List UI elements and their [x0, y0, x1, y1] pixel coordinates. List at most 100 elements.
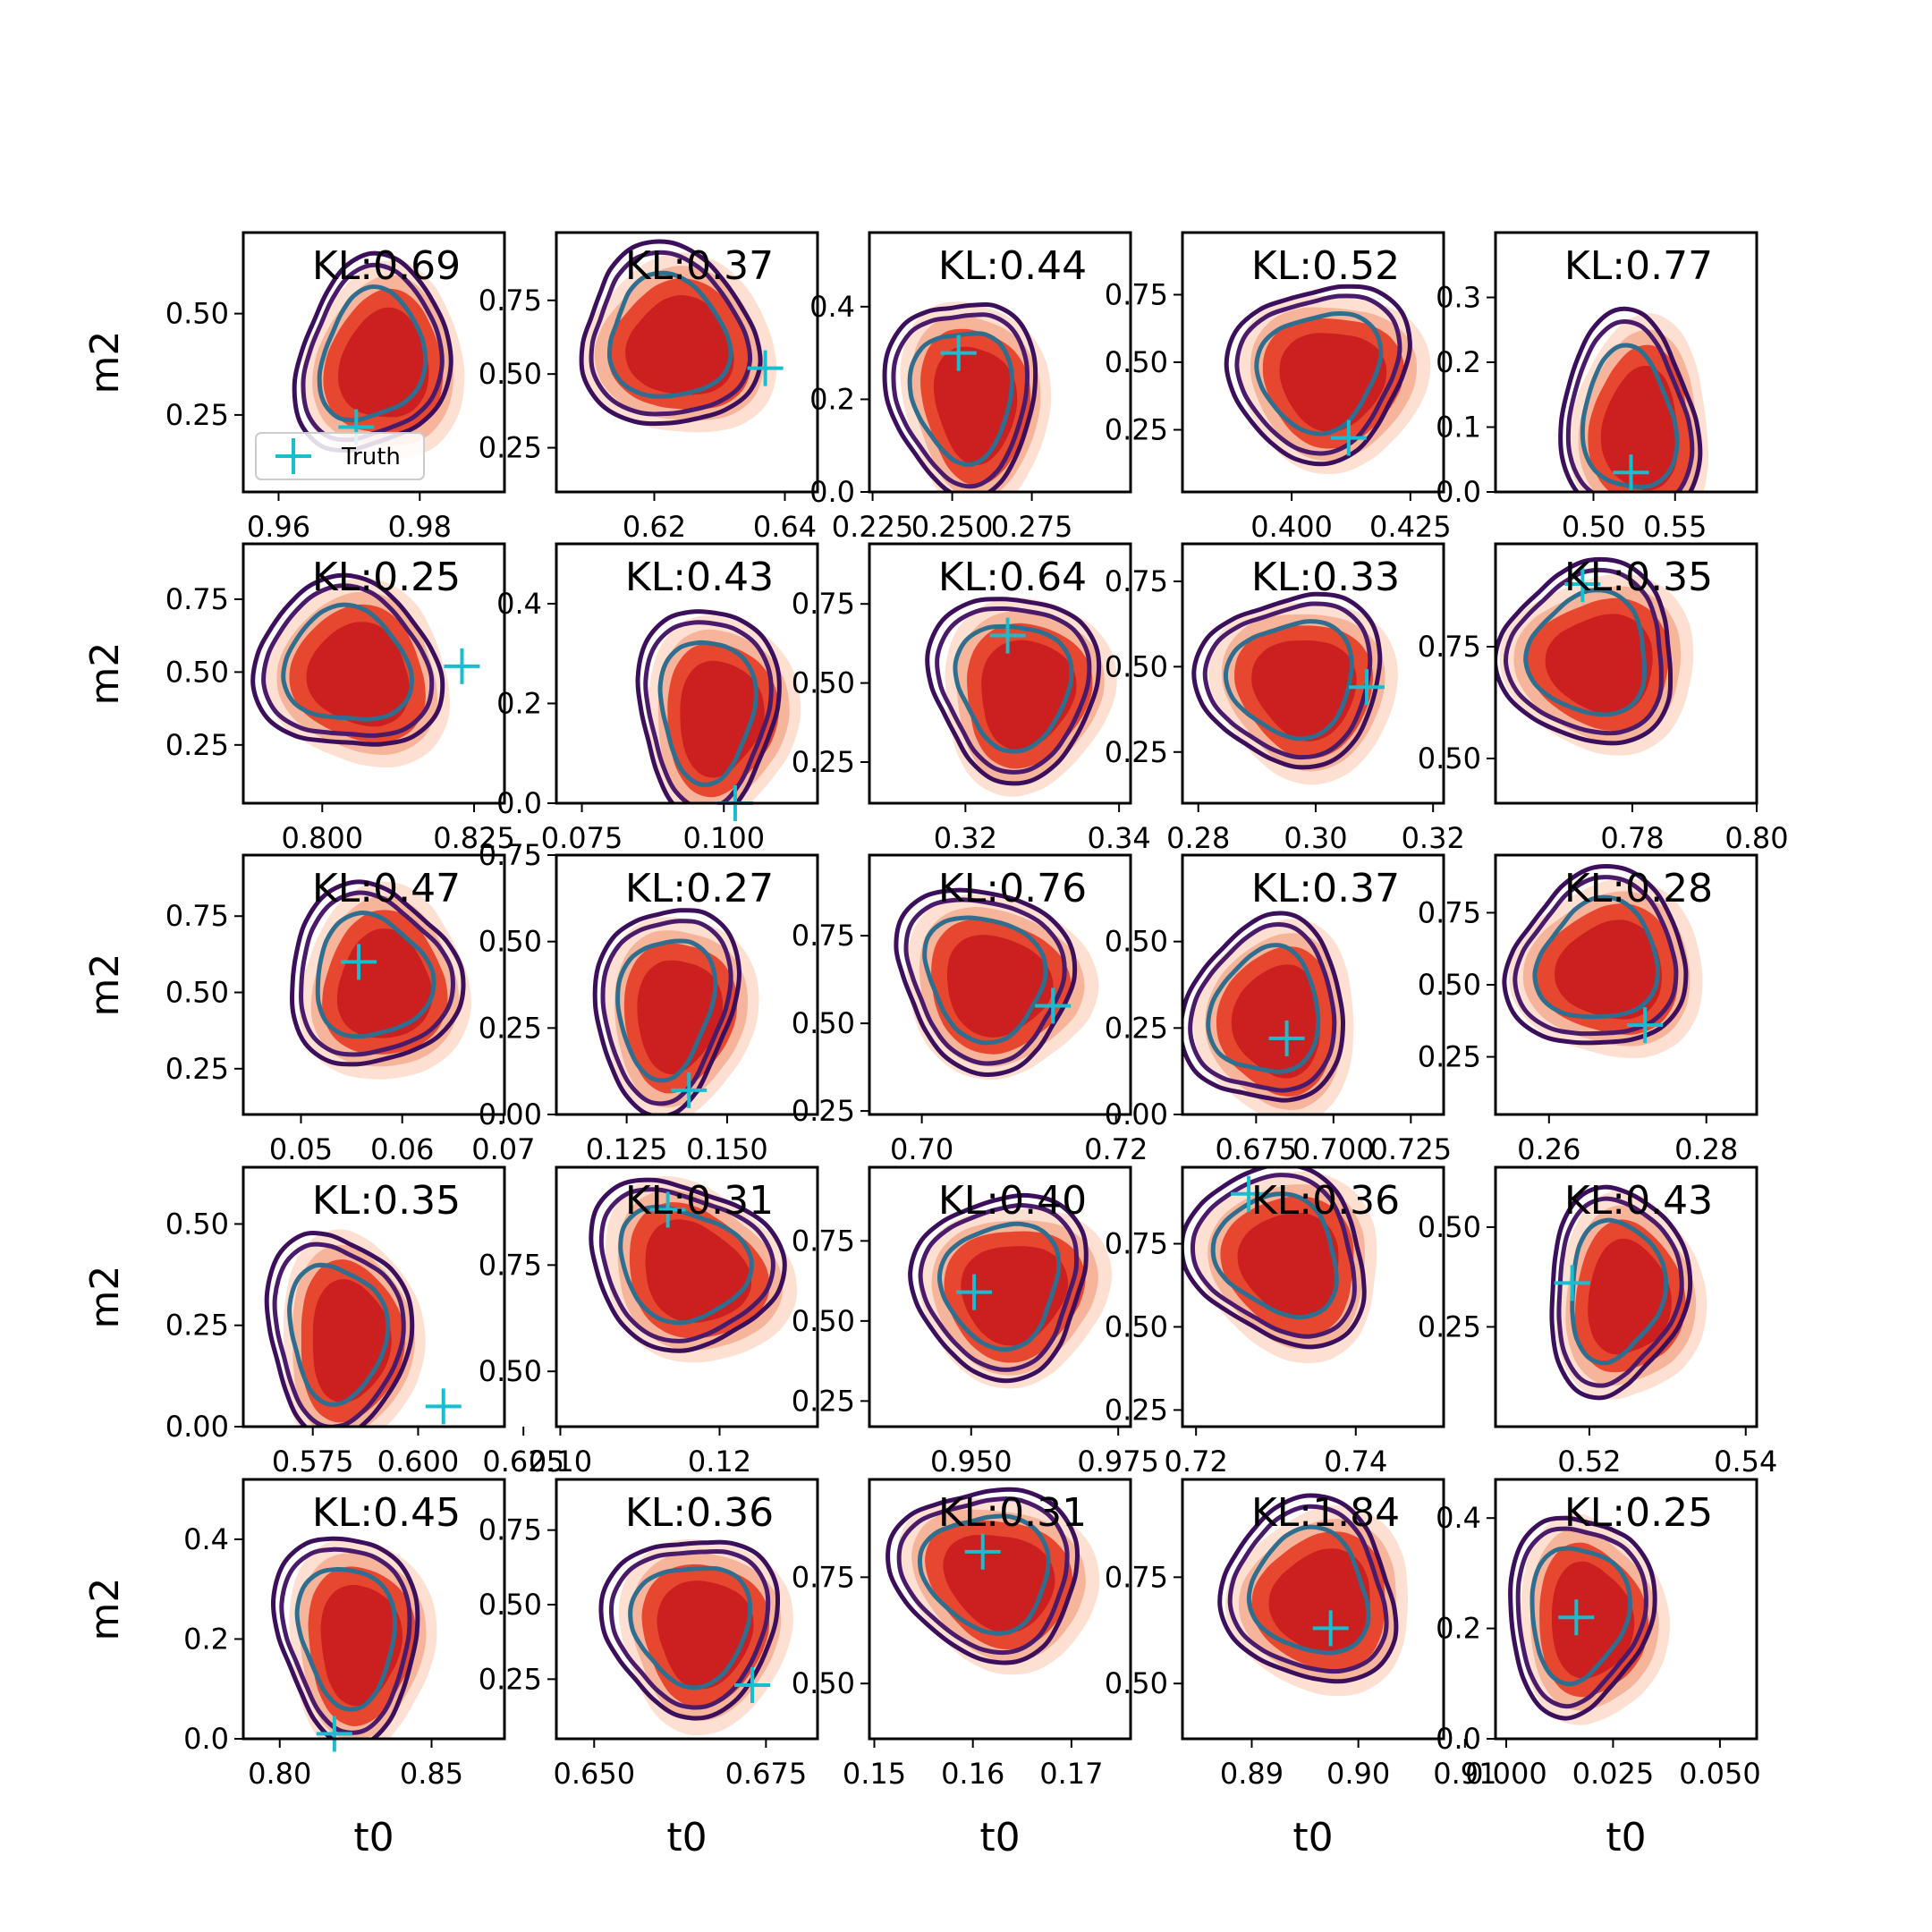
y-tick-label: 0.1 — [1436, 411, 1481, 445]
contour-outer — [1191, 591, 1383, 770]
x-tick-label: 0.15 — [843, 1757, 906, 1791]
x-tick-label: 0.950 — [930, 1445, 1013, 1479]
posterior-contours — [592, 908, 759, 1114]
contour-mid — [1234, 293, 1402, 456]
y-tick-label: 0.25 — [1418, 1040, 1481, 1074]
contour-mid — [261, 583, 435, 738]
truth-marker — [747, 350, 784, 386]
x-tick-label: 0.07 — [471, 1132, 535, 1166]
y-axis-label: m2 — [82, 1266, 128, 1329]
posterior-contours — [598, 1538, 793, 1736]
y-tick-label: 0.0 — [183, 1722, 229, 1756]
y-tick-label: 0.25 — [165, 398, 229, 432]
contour-mid — [608, 1548, 771, 1710]
density-fill-core — [933, 346, 1018, 466]
posterior-contours — [908, 1192, 1113, 1389]
y-tick-label: 0.2 — [1436, 1612, 1481, 1646]
axes-frame — [1181, 542, 1445, 805]
contour-outer — [250, 572, 445, 747]
contour-outer — [1217, 1493, 1399, 1684]
y-tick-label: 0.50 — [1105, 1666, 1168, 1700]
y-tick-label: 0.75 — [1105, 1227, 1168, 1261]
kl-title: KL:0.37 — [1251, 866, 1400, 911]
density-fill-core — [1600, 365, 1679, 491]
x-tick-label: 0.89 — [1220, 1757, 1284, 1791]
truth-marker — [444, 648, 480, 684]
y-axis-label: m2 — [82, 1578, 128, 1641]
panel-19: 0.72 0.74 0.25 0.50 0.75 KL:0.36 — [1105, 1165, 1445, 1479]
kl-title: KL:0.33 — [1251, 555, 1400, 600]
kl-title: KL:0.27 — [625, 866, 774, 911]
contour-mid — [1513, 875, 1679, 1037]
contour-inner — [922, 915, 1048, 1046]
x-tick-label: 0.675 — [725, 1757, 808, 1791]
panel-9: 0.28 0.30 0.32 0.25 0.50 0.75 KL:0.33 — [1105, 542, 1465, 855]
posterior-contours — [589, 1176, 798, 1363]
contour-mid — [600, 919, 733, 1106]
kl-title: KL:0.31 — [938, 1490, 1087, 1536]
panel-18: 0.950 0.975 0.25 0.50 0.75 KL:0.40 — [792, 1165, 1159, 1479]
x-tick-label: 0.62 — [623, 510, 686, 544]
y-tick-label: 0.75 — [1105, 564, 1168, 598]
y-tick-label: 0.75 — [1418, 630, 1481, 664]
contour-outer — [589, 1177, 787, 1353]
kl-title: KL:0.77 — [1564, 243, 1713, 289]
contour-inner — [1210, 1191, 1339, 1320]
density-fill-core — [645, 1219, 752, 1323]
posterior-contours — [894, 887, 1099, 1080]
contour-mid — [272, 1241, 406, 1427]
contour-inner — [287, 1262, 391, 1407]
axes-frame — [868, 1165, 1132, 1428]
y-tick-label: 0.25 — [792, 1094, 855, 1128]
x-tick-label: 0.100 — [682, 821, 765, 855]
contour-inner — [1254, 311, 1384, 436]
truth-marker — [1312, 1610, 1349, 1647]
truth-marker — [956, 1274, 993, 1310]
contour-inner — [1530, 1546, 1632, 1687]
contour-outer — [1502, 864, 1689, 1046]
x-tick-label: 0.125 — [586, 1132, 668, 1166]
x-tick-label: 0.74 — [1324, 1445, 1387, 1479]
y-tick-label: 0.50 — [792, 666, 855, 700]
y-tick-label: 0.4 — [496, 587, 542, 621]
axes-frame — [555, 1478, 819, 1741]
kl-title: KL:0.40 — [938, 1178, 1087, 1224]
y-tick-label: 0.75 — [1105, 1560, 1168, 1594]
y-tick-label: 0.00 — [1105, 1097, 1168, 1131]
posterior-contours — [1496, 556, 1694, 756]
y-tick-label: 0.25 — [1105, 413, 1168, 447]
x-tick-label: 0.975 — [1077, 1445, 1159, 1479]
y-tick-label: 0.75 — [792, 587, 855, 621]
truth-marker — [425, 1388, 462, 1425]
y-tick-label: 0.25 — [479, 1011, 542, 1045]
posterior-contours — [635, 609, 801, 803]
y-tick-label: 0.25 — [165, 728, 229, 762]
y-tick-label: 0.50 — [165, 297, 229, 331]
contour-outer — [1549, 1184, 1693, 1401]
kl-title: KL:0.35 — [1564, 555, 1713, 600]
contour-mid — [279, 1546, 412, 1735]
y-tick-label: 0.50 — [1105, 1309, 1168, 1343]
x-tick-label: 0.06 — [370, 1132, 434, 1166]
y-tick-label: 0.0 — [1436, 1722, 1481, 1756]
contour-outer — [635, 609, 782, 803]
y-tick-label: 0.25 — [1105, 1011, 1168, 1045]
x-tick-label: 0.52 — [1557, 1445, 1621, 1479]
y-tick-label: 0.75 — [792, 919, 855, 953]
axes-frame — [242, 542, 506, 805]
y-tick-label: 0.50 — [792, 1006, 855, 1040]
contour-inner — [628, 1565, 753, 1690]
x-tick-label: 0.000 — [1465, 1757, 1547, 1791]
x-tick-label: 0.17 — [1039, 1757, 1103, 1791]
density-fill-core — [336, 928, 433, 1038]
x-tick-label: 0.400 — [1250, 510, 1333, 544]
posterior-contours — [882, 301, 1052, 492]
x-tick-label: 0.34 — [1087, 821, 1150, 855]
contour-mid — [299, 890, 455, 1057]
panel-1: 0.96 0.98 0.25 0.50 KL:0.69 m2 Truth — [82, 231, 506, 544]
x-tick-label: 0.54 — [1714, 1445, 1777, 1479]
truth-marker — [734, 1667, 770, 1703]
axes-frame — [1181, 1478, 1445, 1741]
truth-marker — [1330, 419, 1367, 456]
